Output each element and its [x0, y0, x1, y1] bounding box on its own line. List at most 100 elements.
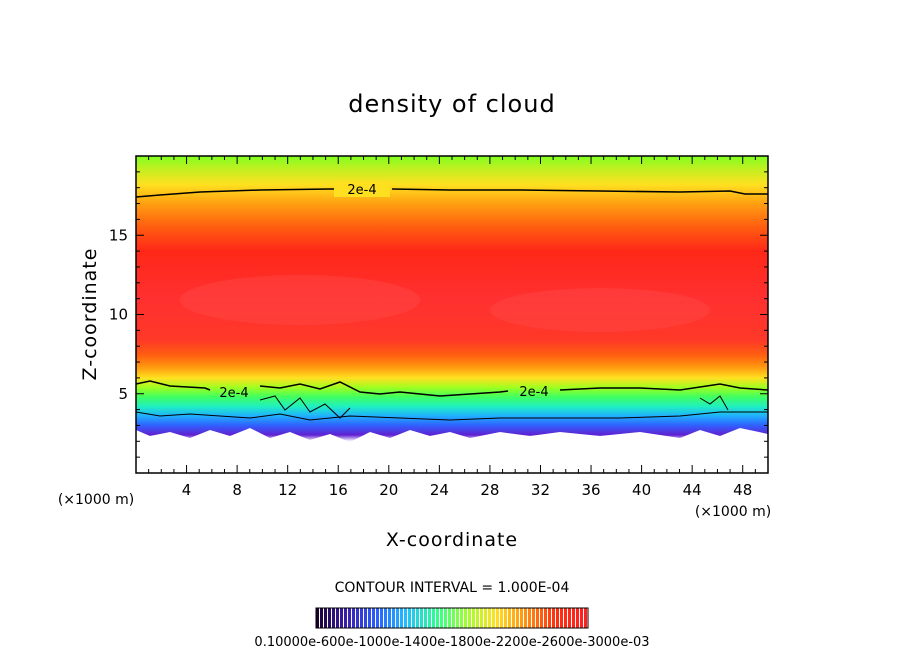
- colorbar-swatch: [512, 608, 515, 628]
- colorbar-swatch: [340, 608, 343, 628]
- colorbar-swatch: [568, 608, 571, 628]
- colorbar-swatch: [520, 608, 523, 628]
- x-tick-label: 20: [379, 481, 398, 499]
- colorbar-swatch: [472, 608, 475, 628]
- colorbar-swatch: [460, 608, 463, 628]
- colorbar-labels: 0.10000e-600e-1000e-1400e-1800e-2200e-26…: [254, 635, 649, 650]
- colorbar-frame: [315, 607, 589, 629]
- x-tick-label: 12: [278, 481, 297, 499]
- colorbar-swatch: [332, 608, 335, 628]
- colorbar-swatch: [368, 608, 371, 628]
- x-tick-label: 8: [232, 481, 242, 499]
- colorbar-swatch: [428, 608, 431, 628]
- colorbar-swatch: [328, 608, 331, 628]
- x-tick-label: 28: [480, 481, 499, 499]
- colorbar-swatch: [360, 608, 363, 628]
- colorbar-swatch: [316, 608, 319, 628]
- colorbar-swatch: [432, 608, 435, 628]
- colorbar-swatch: [384, 608, 387, 628]
- x-tick-label: 24: [430, 481, 449, 499]
- colorbar-swatch: [580, 608, 583, 628]
- colorbar-swatch: [436, 608, 439, 628]
- x-tick-label: 44: [683, 481, 702, 499]
- y-axis-ticks: 5 10 15: [109, 171, 768, 458]
- colorbar-swatch: [504, 608, 507, 628]
- chart-title: density of cloud: [348, 90, 555, 118]
- colorbar-swatch: [556, 608, 559, 628]
- contour-line-base: [135, 411, 768, 421]
- colorbar-swatch: [552, 608, 555, 628]
- contour-line-lower-noise: [259, 395, 729, 419]
- colorbar-swatch: [344, 608, 347, 628]
- colorbar-swatch: [480, 608, 483, 628]
- contour-label-lower-right: 2e-4: [519, 385, 548, 400]
- colorbar-swatch: [448, 608, 451, 628]
- colorbar-swatch: [396, 608, 399, 628]
- colorbar-swatch: [492, 608, 495, 628]
- heatmap-highlight: [180, 275, 420, 325]
- y-axis-label: Z-coordinate: [79, 248, 101, 381]
- colorbar-swatch: [536, 608, 539, 628]
- colorbar-swatch: [496, 608, 499, 628]
- x-tick-label: 48: [733, 481, 752, 499]
- colorbar-swatch: [468, 608, 471, 628]
- x-axis-ticks: 4 8 12 16 20 24 28 32 36 40 44 48: [148, 156, 756, 499]
- x-tick-label: 36: [581, 481, 600, 499]
- contour-label-bg: [334, 181, 390, 197]
- colorbar-swatch: [464, 608, 467, 628]
- heatmap-field: [136, 156, 768, 473]
- colorbar-swatch: [500, 608, 503, 628]
- contour-lines: 2e-4 2e-4 2e-4: [135, 181, 769, 421]
- colorbar-swatch: [488, 608, 491, 628]
- colorbar-swatch: [364, 608, 367, 628]
- colorbar-swatch: [508, 608, 511, 628]
- colorbar-swatch: [372, 608, 375, 628]
- colorbar-swatch: [452, 608, 455, 628]
- colorbar-swatch: [440, 608, 443, 628]
- colorbar-swatch: [336, 608, 339, 628]
- contour-line-lower: [135, 380, 769, 397]
- colorbar-swatch: [380, 608, 383, 628]
- colorbar-swatch: [352, 608, 355, 628]
- colorbar-swatch: [412, 608, 415, 628]
- colorbar-swatch: [524, 608, 527, 628]
- x-axis-label: X-coordinate: [386, 529, 518, 551]
- contour-label-upper: 2e-4: [347, 183, 376, 198]
- colorbar-swatch: [576, 608, 579, 628]
- colorbar-swatch: [540, 608, 543, 628]
- colorbar-swatch: [548, 608, 551, 628]
- colorbar-swatch: [408, 608, 411, 628]
- colorbar-swatch: [320, 608, 323, 628]
- colorbar-swatch: [424, 608, 427, 628]
- colorbar-swatch: [356, 608, 359, 628]
- colorbar-swatch: [388, 608, 391, 628]
- colorbar-swatch: [456, 608, 459, 628]
- colorbar-swatch: [476, 608, 479, 628]
- colorbar-swatch: [400, 608, 403, 628]
- x-tick-label: 4: [182, 481, 192, 499]
- x-unit-label: (×1000 m): [695, 504, 771, 520]
- y-tick-label: 15: [109, 226, 128, 244]
- colorbar-swatch: [564, 608, 567, 628]
- contour-interval-text: CONTOUR INTERVAL = 1.000E-04: [335, 580, 570, 596]
- y-tick-label: 10: [109, 306, 128, 324]
- colorbar-swatch: [416, 608, 419, 628]
- colorbar-swatch: [572, 608, 575, 628]
- colorbar-swatch: [376, 608, 379, 628]
- contour-line-upper: [135, 188, 768, 198]
- contour-label-lower-left: 2e-4: [219, 386, 248, 401]
- colorbar-swatch: [444, 608, 447, 628]
- colorbar-swatch: [392, 608, 395, 628]
- colorbar-swatch: [516, 608, 519, 628]
- colorbar-swatch: [528, 608, 531, 628]
- colorbar-swatch: [544, 608, 547, 628]
- colorbar-swatch: [584, 608, 587, 628]
- colorbar-swatch: [420, 608, 423, 628]
- y-tick-label: 5: [118, 385, 128, 403]
- x-tick-label: 40: [632, 481, 651, 499]
- colorbar-swatch: [404, 608, 407, 628]
- colorbar-swatch: [324, 608, 327, 628]
- colorbar-swatch: [484, 608, 487, 628]
- x-tick-label: 32: [531, 481, 550, 499]
